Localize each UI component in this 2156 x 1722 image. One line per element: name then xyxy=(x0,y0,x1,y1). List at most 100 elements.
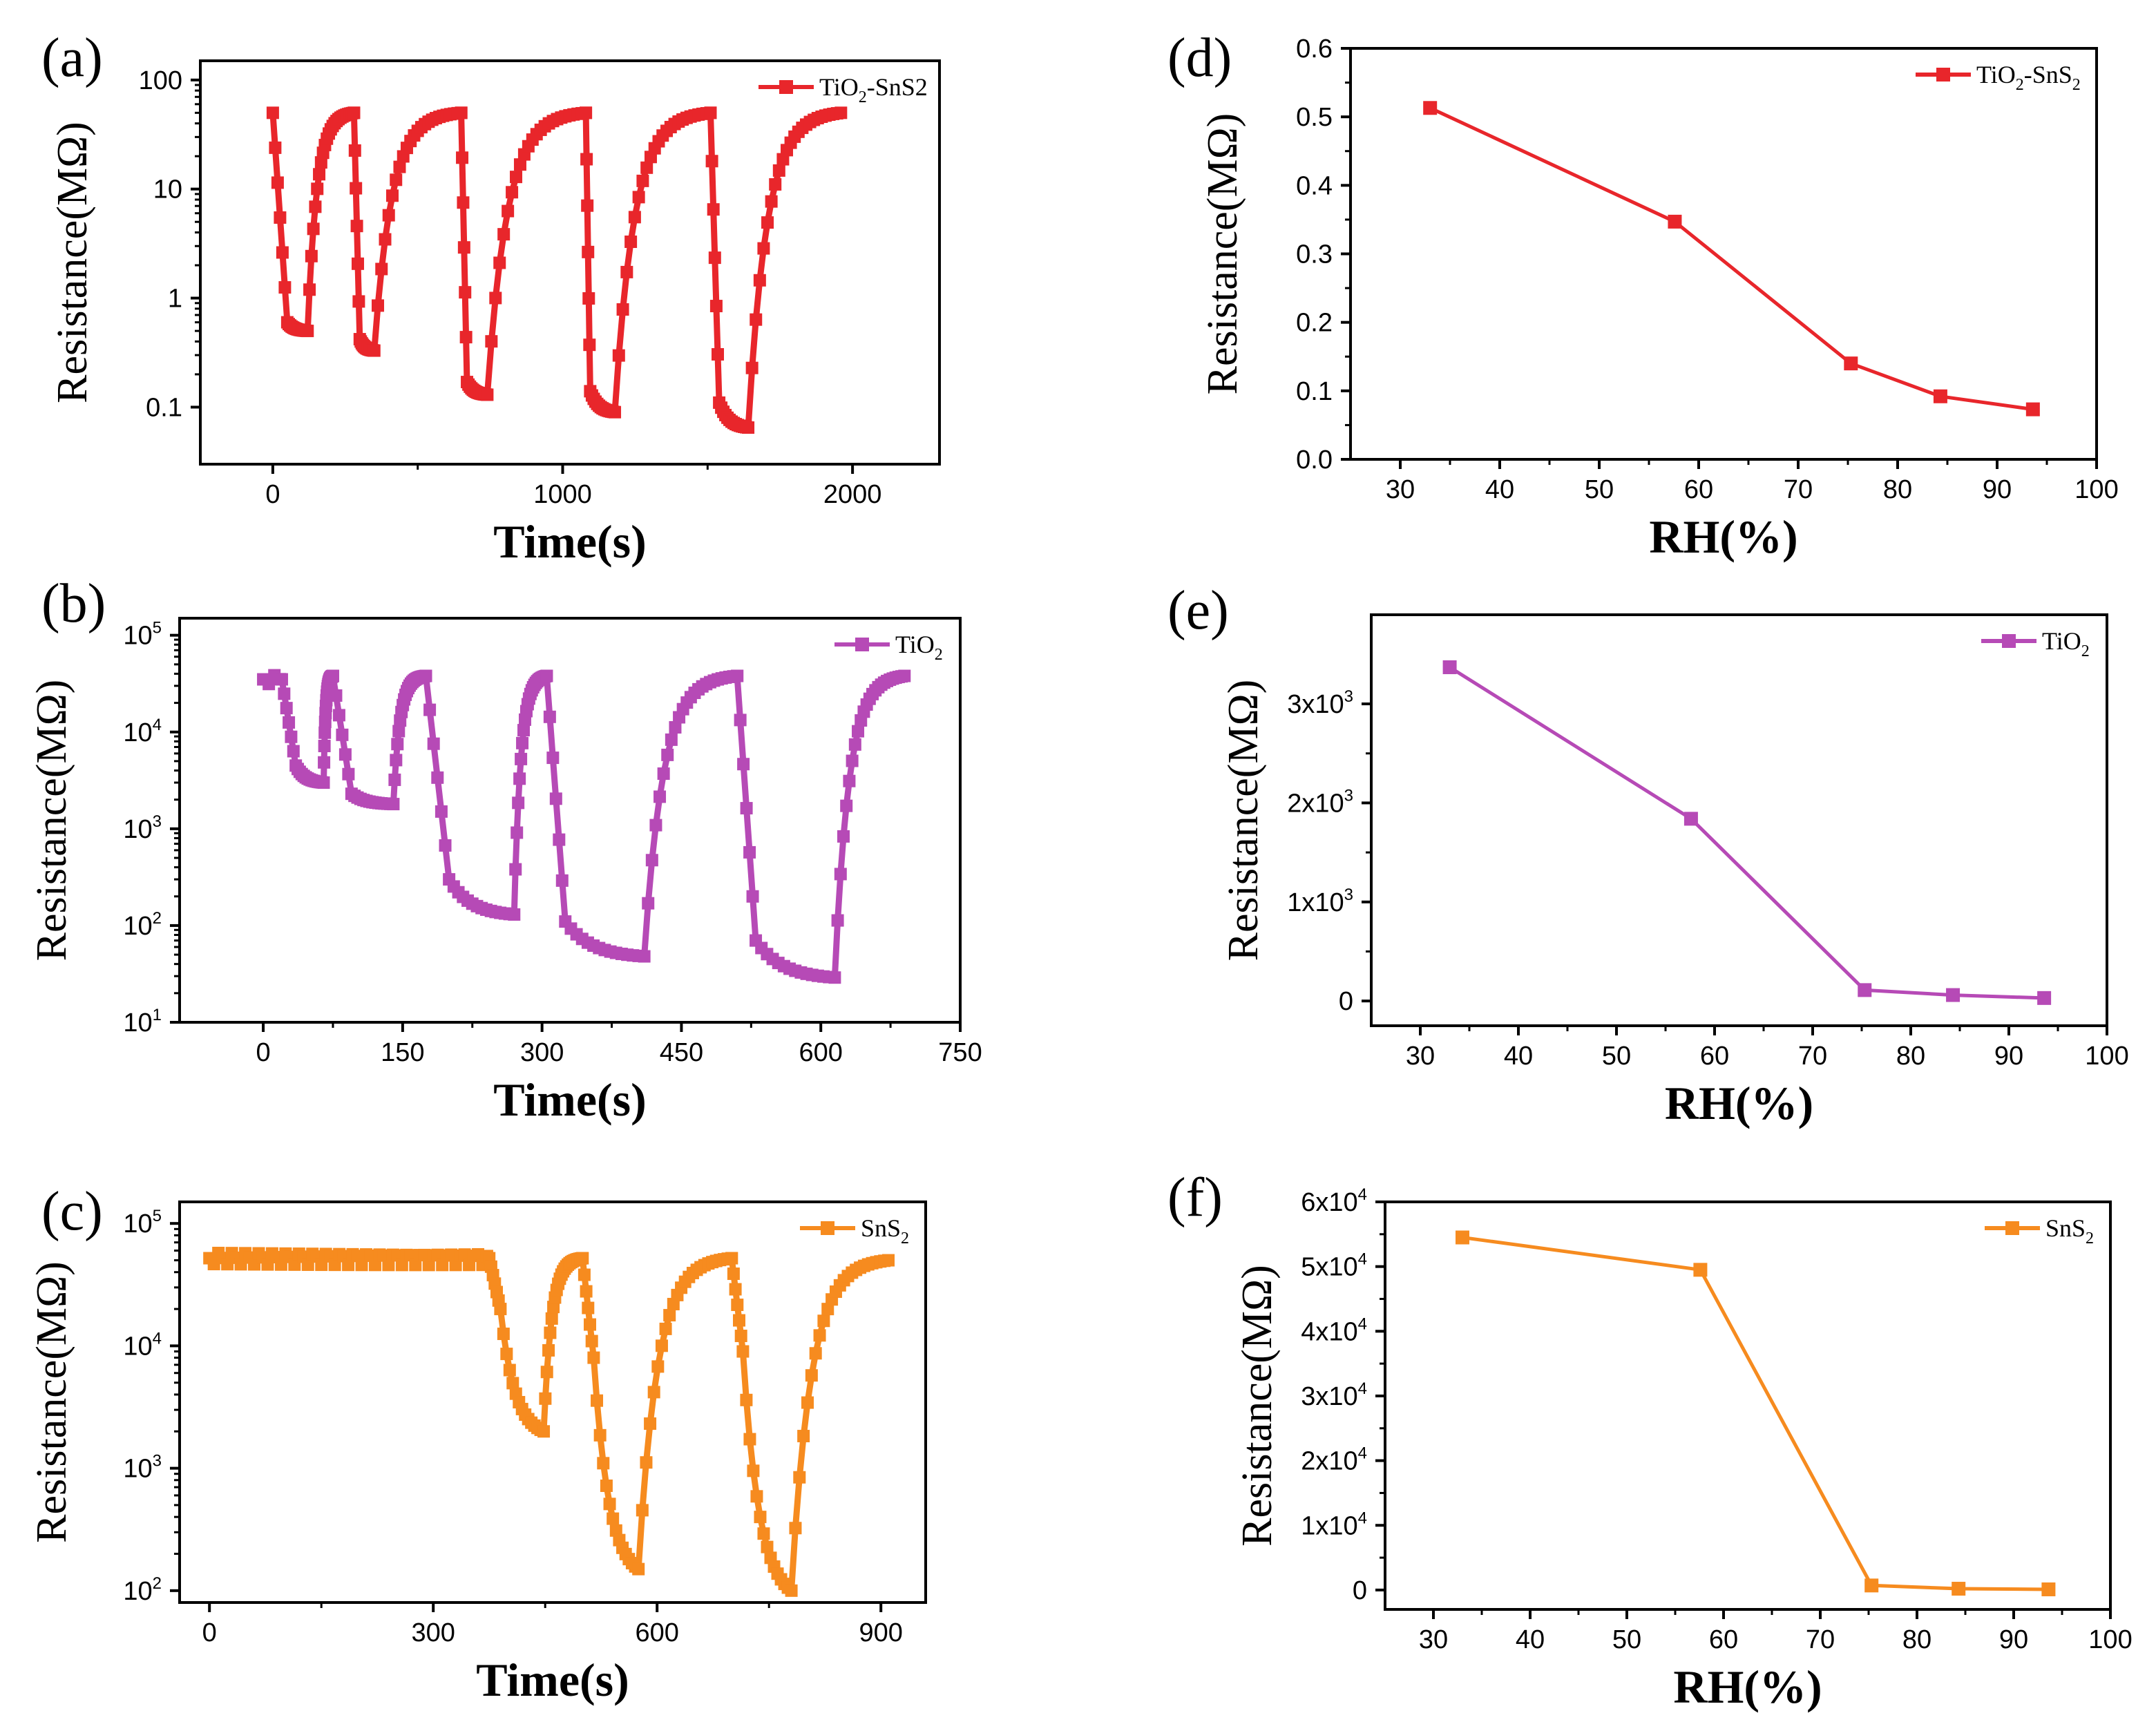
x-tick-label: 50 xyxy=(1612,1625,1641,1654)
data-point xyxy=(852,725,865,738)
x-tick-label: 40 xyxy=(1516,1625,1545,1654)
x-tick-label: 750 xyxy=(938,1038,982,1067)
chart-panel-b: (b) 0 150 300 450 600 750 101 102 103 104 105 Time(s… xyxy=(28,573,982,1126)
data-point xyxy=(330,689,343,702)
data-point xyxy=(582,292,595,305)
x-tick-label: 80 xyxy=(1902,1625,1931,1654)
x-tick-label: 100 xyxy=(2074,475,2118,504)
y-tick-label: 0 xyxy=(1339,987,1353,1016)
chart-panel-f: (f) 30 40 50 60 70 80 90 100 0 1x104 2x104 3x104 4x10… xyxy=(1167,1167,2133,1713)
data-point xyxy=(821,1303,834,1316)
data-point xyxy=(545,1312,558,1325)
data-point xyxy=(649,819,662,832)
data-point xyxy=(651,1360,665,1373)
panel-label-e: (e) xyxy=(1167,580,1229,641)
panel-label-d: (d) xyxy=(1167,28,1232,88)
panel-label-a: (a) xyxy=(41,28,103,88)
data-point xyxy=(765,195,778,208)
data-point xyxy=(388,773,401,786)
data-point xyxy=(342,767,355,781)
chart-panel-c: (c) 0 300 600 900 102 103 104 105 Time(s) Resistan… xyxy=(28,1181,927,1706)
data-point xyxy=(423,703,437,716)
x-tick-label: 150 xyxy=(381,1038,424,1067)
data-point xyxy=(303,283,316,296)
data-point xyxy=(761,1540,774,1553)
y-tick-label: 6x104 xyxy=(1301,1185,1367,1217)
data-point xyxy=(287,745,300,758)
data-point xyxy=(837,830,850,843)
data-point xyxy=(789,1522,802,1535)
x-tick-label: 1000 xyxy=(533,480,592,509)
data-point xyxy=(422,1259,435,1272)
data-point xyxy=(580,106,593,119)
y-tick-label: 105 xyxy=(123,1207,162,1238)
data-point xyxy=(307,222,320,236)
x-tick-label: 60 xyxy=(1684,475,1713,504)
data-point xyxy=(317,776,330,789)
data-point xyxy=(840,799,853,812)
x-tick-label: 60 xyxy=(1709,1625,1738,1654)
data-point xyxy=(326,669,339,682)
data-point xyxy=(348,144,361,157)
data-point xyxy=(271,176,284,189)
data-point xyxy=(734,1330,747,1343)
data-point xyxy=(737,758,750,771)
plot-frame xyxy=(1349,47,2098,461)
data-point xyxy=(390,754,403,767)
data-point xyxy=(301,325,314,338)
y-tick-label: 0.2 xyxy=(1296,309,1333,338)
data-point xyxy=(435,805,448,818)
data-point xyxy=(727,1267,740,1281)
data-point xyxy=(609,405,622,419)
data-point xyxy=(805,1369,818,1382)
series-line xyxy=(1449,665,2045,1000)
data-point xyxy=(278,687,291,700)
data-point xyxy=(375,262,388,276)
data-point xyxy=(640,161,654,174)
data-point xyxy=(1423,101,1438,115)
data-point xyxy=(350,182,363,195)
data-point xyxy=(497,228,511,241)
y-tick-label: 0.1 xyxy=(146,393,182,422)
data-point xyxy=(638,950,651,963)
data-point xyxy=(740,1393,753,1406)
legend-marker xyxy=(779,80,793,94)
y-tick-label: 0.0 xyxy=(1296,446,1333,475)
y-tick-label: 3x103 xyxy=(1287,687,1353,719)
y-axis-title: Resistance(MΩ) xyxy=(49,122,96,403)
data-point xyxy=(382,1259,395,1272)
x-tick-label: 0 xyxy=(202,1618,217,1647)
data-point xyxy=(508,908,521,921)
data-point xyxy=(1946,988,1961,1002)
data-point xyxy=(654,790,667,803)
data-point xyxy=(644,1417,657,1431)
data-point xyxy=(761,216,774,229)
data-point xyxy=(553,833,566,846)
x-tick-label: 600 xyxy=(799,1038,843,1067)
data-point xyxy=(647,1386,660,1399)
y-axis-title: Resistance(MΩ) xyxy=(28,1261,75,1543)
series-d xyxy=(1423,101,2040,417)
data-point xyxy=(459,331,473,344)
x-axis-title: Time(s) xyxy=(493,1073,647,1126)
data-point xyxy=(513,158,526,171)
data-point xyxy=(409,1259,422,1272)
x-tick-label: 70 xyxy=(1806,1625,1835,1654)
legend-label: TiO2 xyxy=(2042,627,2090,660)
data-point xyxy=(834,868,847,881)
series-c xyxy=(203,1247,895,1597)
data-point xyxy=(502,204,515,218)
series-f xyxy=(1456,1230,2056,1596)
data-point xyxy=(542,1343,555,1357)
data-point xyxy=(1442,660,1457,674)
data-point xyxy=(497,1328,510,1341)
data-point xyxy=(665,733,678,746)
data-point xyxy=(628,211,641,224)
data-point xyxy=(266,106,279,119)
data-point xyxy=(712,347,724,361)
data-point xyxy=(391,738,404,751)
x-tick-label: 90 xyxy=(1994,1042,2023,1071)
y-tick-label: 102 xyxy=(123,909,162,941)
y-axis-title: Resistance(MΩ) xyxy=(1199,113,1246,395)
